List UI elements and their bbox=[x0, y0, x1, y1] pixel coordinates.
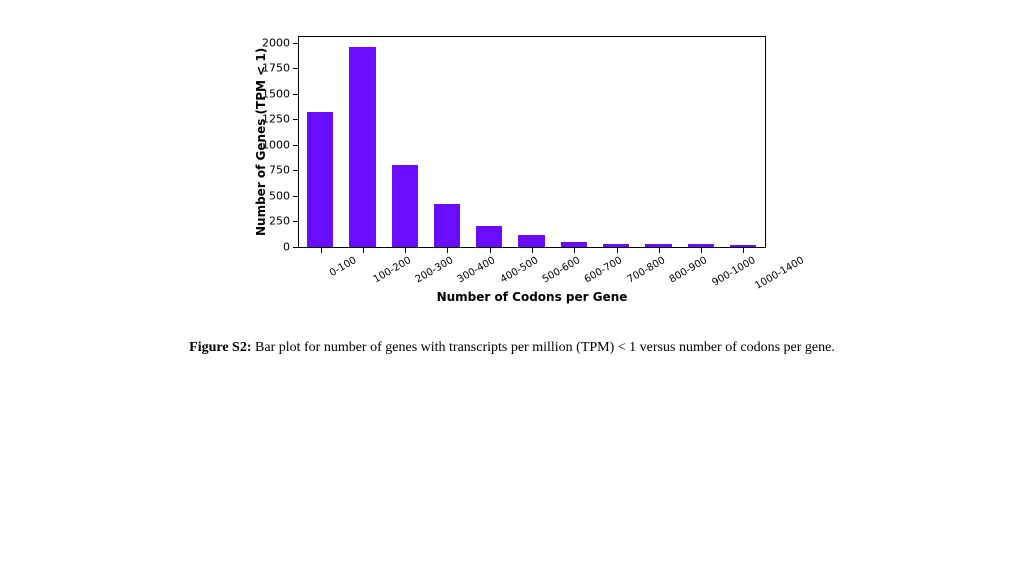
chart-plot-area bbox=[298, 36, 766, 248]
bar bbox=[688, 244, 714, 247]
y-tick-mark bbox=[293, 43, 298, 44]
bars-layer bbox=[299, 37, 765, 247]
x-tick-label: 300-400 bbox=[456, 255, 498, 285]
x-tick-label: 200-300 bbox=[414, 255, 456, 285]
y-tick-mark bbox=[293, 94, 298, 95]
x-tick-mark bbox=[659, 248, 660, 253]
y-tick-mark bbox=[293, 170, 298, 171]
bar bbox=[603, 244, 629, 247]
x-tick-label: 1000-1400 bbox=[754, 255, 807, 292]
x-axis-title: Number of Codons per Gene bbox=[298, 290, 766, 304]
x-tick-mark bbox=[363, 248, 364, 253]
y-tick-mark bbox=[293, 221, 298, 222]
x-tick-mark bbox=[617, 248, 618, 253]
x-tick-mark bbox=[447, 248, 448, 253]
x-tick-label: 600-700 bbox=[583, 255, 625, 285]
y-tick-mark bbox=[293, 196, 298, 197]
x-tick-mark bbox=[701, 248, 702, 253]
figure-caption-label: Figure S2: bbox=[189, 340, 251, 355]
bar bbox=[518, 235, 544, 247]
y-axis-title: Number of Genes (TPM < 1) bbox=[254, 48, 268, 236]
x-tick-label: 800-900 bbox=[667, 255, 709, 285]
bar bbox=[392, 165, 418, 247]
x-tick-mark bbox=[321, 248, 322, 253]
x-tick-mark bbox=[743, 248, 744, 253]
figure-caption: Figure S2: Bar plot for number of genes … bbox=[0, 340, 1024, 356]
x-tick-label: 900-1000 bbox=[711, 255, 758, 289]
y-tick-mark bbox=[293, 247, 298, 248]
figure-container: { "chart": { "type": "bar", "plot_box": … bbox=[0, 0, 1024, 577]
y-tick-mark bbox=[293, 119, 298, 120]
x-tick-label: 0-100 bbox=[327, 255, 358, 279]
x-tick-label: 400-500 bbox=[498, 255, 540, 285]
bar bbox=[307, 112, 333, 247]
bar bbox=[476, 226, 502, 247]
bar bbox=[561, 242, 587, 247]
x-tick-mark bbox=[405, 248, 406, 253]
x-tick-mark bbox=[490, 248, 491, 253]
figure-caption-text: Bar plot for number of genes with transc… bbox=[252, 340, 835, 355]
bar bbox=[434, 204, 460, 247]
bar bbox=[645, 244, 671, 247]
x-tick-label: 500-600 bbox=[541, 255, 583, 285]
bar bbox=[730, 245, 756, 247]
y-tick-label: 0 bbox=[260, 240, 290, 253]
x-tick-mark bbox=[574, 248, 575, 253]
x-tick-label: 700-800 bbox=[625, 255, 667, 285]
y-tick-mark bbox=[293, 145, 298, 146]
x-tick-label: 100-200 bbox=[371, 255, 413, 285]
bar bbox=[349, 47, 375, 247]
y-tick-mark bbox=[293, 68, 298, 69]
x-tick-mark bbox=[532, 248, 533, 253]
